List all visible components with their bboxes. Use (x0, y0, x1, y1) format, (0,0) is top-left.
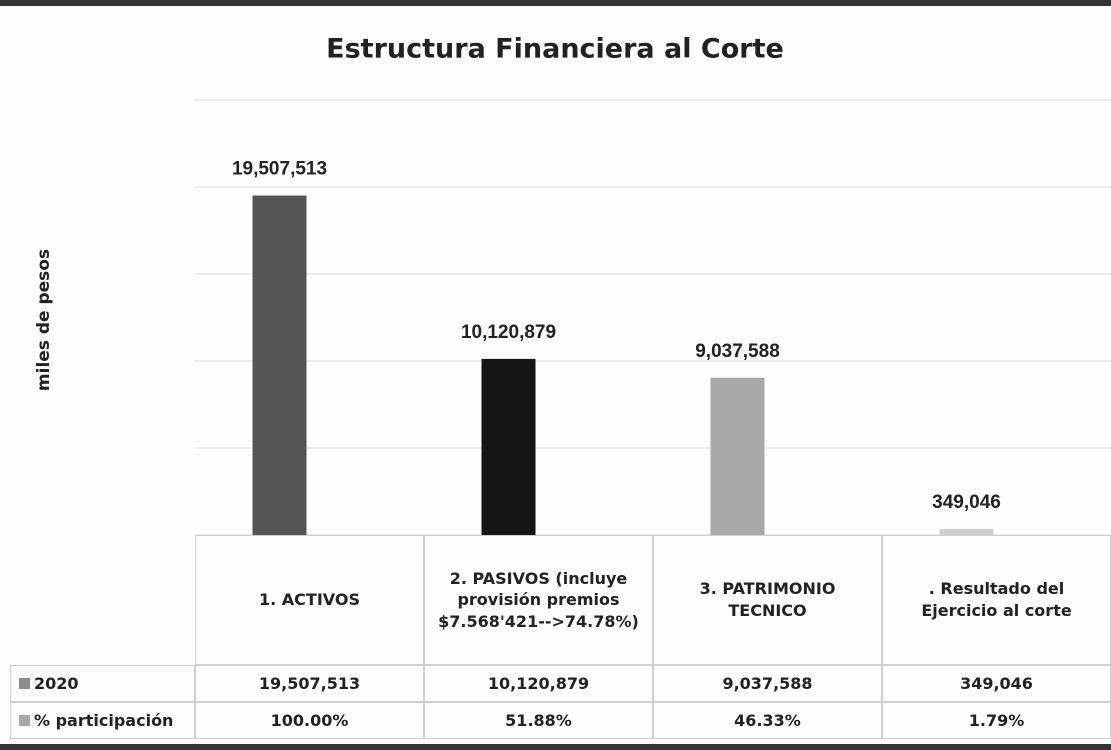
table-cell-text: 10,120,879 (487, 673, 590, 693)
category-cell: . Resultado del Ejercicio al corte (882, 535, 1111, 665)
table-cell-text: 51.88% (505, 710, 572, 730)
row-name-text: 2020 (34, 673, 79, 693)
value-label: 349,046 (932, 492, 1001, 513)
value-label: 9,037,588 (695, 341, 780, 362)
scan-edge (0, 0, 1111, 6)
row-name-text: % participación (34, 710, 174, 730)
row-name: % participación (10, 702, 195, 739)
chart-title: Estructura Financiera al Corte (326, 34, 784, 65)
category-cell: 3. PATRIMONIO TECNICO (653, 535, 882, 665)
bar (481, 358, 536, 535)
legend-key (19, 715, 30, 726)
table-cell: 9,037,588 (653, 665, 882, 702)
table-cell-text: 19,507,513 (258, 673, 361, 693)
table-cell-text: 46.33% (734, 710, 801, 730)
table-cell: 100.00% (195, 702, 424, 739)
table-cell-text: 1.79% (968, 710, 1025, 730)
table-cell: 1.79% (882, 702, 1111, 739)
category-cell-text: . Resultado del Ejercicio al corte (921, 579, 1072, 620)
row-name: 2020 (10, 665, 195, 702)
value-label: 10,120,879 (461, 322, 556, 343)
category-cell-text: 3. PATRIMONIO TECNICO (699, 579, 836, 620)
table-cell-text: 100.00% (270, 710, 349, 730)
category-cell-text: 2. PASIVOS (incluye provisión premios $7… (438, 568, 639, 631)
table-cell: 19,507,513 (195, 665, 424, 702)
y-axis-label: miles de pesos (34, 249, 54, 391)
bar (939, 528, 994, 535)
category-cell: 1. ACTIVOS (195, 535, 424, 665)
bar (252, 195, 307, 535)
table-cell: 10,120,879 (424, 665, 653, 702)
bar (710, 377, 765, 535)
legend-key (19, 678, 30, 689)
table-cell: 51.88% (424, 702, 653, 739)
table-cell-text: 9,037,588 (722, 673, 813, 693)
table-cell: 349,046 (882, 665, 1111, 702)
category-cell: 2. PASIVOS (incluye provisión premios $7… (424, 535, 653, 665)
scan-edge (0, 744, 1111, 750)
category-cell-text: 1. ACTIVOS (259, 590, 360, 610)
table-cell-text: 349,046 (960, 673, 1033, 693)
value-label: 19,507,513 (232, 159, 327, 180)
table-cell: 46.33% (653, 702, 882, 739)
